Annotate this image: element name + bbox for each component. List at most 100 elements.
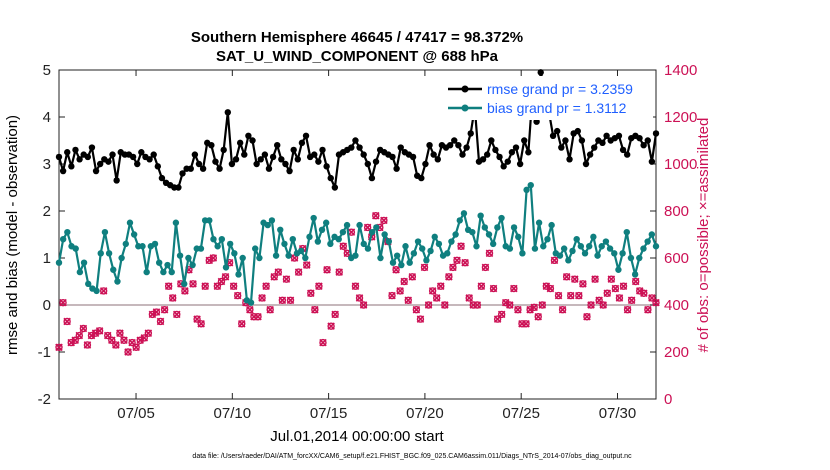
bias-point — [527, 181, 534, 189]
bias-point — [531, 245, 539, 252]
obs-possible-point — [522, 320, 530, 328]
bias-point — [627, 254, 635, 262]
rmse-point — [446, 142, 454, 149]
rmse-point — [195, 160, 203, 168]
rmse-point — [389, 153, 396, 161]
rmse-point — [64, 149, 71, 156]
obs-possible-point — [615, 294, 624, 302]
rmse-point — [315, 158, 322, 165]
bias-point — [560, 245, 568, 252]
obs-possible-point — [579, 280, 587, 288]
rmse-point — [368, 174, 376, 182]
bias-point — [197, 245, 205, 252]
rmse-point — [459, 151, 466, 158]
bias-point — [302, 254, 309, 262]
obs-possible-point — [303, 261, 311, 269]
rmse-point — [59, 167, 67, 175]
rmse-point — [615, 132, 623, 139]
rmse-point — [105, 158, 112, 165]
rmse-point — [521, 137, 528, 144]
obs-assimilated-point — [144, 329, 153, 337]
obs-possible-point — [315, 282, 323, 290]
obs-possible-point — [510, 284, 518, 293]
obs-assimilated-point — [526, 305, 534, 314]
obs-possible-point — [652, 298, 660, 307]
obs-assimilated-point — [473, 301, 482, 309]
rmse-point — [175, 184, 182, 191]
left-axis: -2 -1 0 1 2 3 4 5 — [38, 62, 65, 408]
rmse-point — [644, 137, 651, 144]
bias-point — [231, 250, 238, 257]
rmse-point — [298, 139, 306, 147]
data-file-note: data file: /Users/raeder/DAI/ATM_forcXX/… — [192, 453, 632, 460]
legend-rmse-marker — [461, 85, 469, 93]
obs-assimilated-point — [75, 331, 84, 340]
obs-assimilated-point — [237, 320, 246, 328]
obs-assimilated-point — [372, 211, 380, 220]
obs-assimilated-point — [262, 282, 270, 290]
bias-point — [122, 240, 129, 248]
obs-assimilated-point — [436, 282, 445, 290]
obs-possible-point — [319, 338, 327, 347]
obs-assimilated-point — [59, 298, 67, 307]
obs-assimilated-point — [209, 254, 218, 262]
obs-possible-point — [449, 263, 457, 272]
obs-assimilated-point — [351, 282, 360, 290]
obs-possible-point — [453, 256, 461, 265]
chart-title-line1: Southern Hemisphere 46645 / 47417 = 98.3… — [191, 29, 523, 46]
bias-point — [586, 243, 593, 250]
obs-possible-point — [473, 301, 482, 309]
obs-assimilated-point — [79, 324, 88, 333]
bias-point — [318, 226, 326, 233]
obs-assimilated-point — [124, 348, 132, 356]
obs-possible-point — [493, 315, 502, 323]
obs-assimilated-point — [197, 320, 205, 328]
obs-assimilated-point — [554, 291, 563, 300]
obs-possible-point — [120, 336, 128, 344]
obs-assimilated-point — [164, 282, 173, 290]
rmse-point — [179, 170, 186, 177]
obs-assimilated-point — [120, 336, 128, 345]
bias-point — [126, 219, 134, 226]
obs-assimilated-point — [449, 263, 457, 272]
bias-point — [327, 240, 334, 248]
bias-point — [343, 221, 351, 229]
bias-point — [398, 261, 405, 269]
obs-assimilated-point — [286, 296, 295, 305]
obs-possible-point — [246, 306, 254, 314]
x-tick-label: 07/15 — [310, 405, 348, 422]
bias-point — [114, 278, 121, 285]
rmse-point — [430, 151, 437, 158]
bias-point — [540, 243, 547, 250]
rmse-point — [88, 144, 96, 151]
rmse-point — [434, 156, 441, 163]
bias-point — [402, 243, 409, 250]
right-tick-label: 0 — [664, 391, 672, 408]
bias-point — [444, 250, 451, 257]
obs-assimilated-point — [148, 310, 157, 319]
bias-point — [648, 231, 656, 238]
obs-possible-point — [380, 216, 388, 225]
obs-assimilated-point — [294, 268, 303, 276]
obs-possible-point — [209, 254, 218, 262]
bias-point — [72, 245, 79, 252]
obs-possible-point — [197, 320, 205, 328]
rmse-point — [516, 160, 524, 168]
bias-point — [352, 252, 359, 259]
rmse-point — [488, 137, 495, 144]
bias-point — [381, 231, 388, 238]
bias-point — [285, 252, 292, 259]
bias-point — [155, 259, 163, 266]
rmse-point — [302, 132, 310, 139]
obs-possible-point — [489, 284, 498, 293]
obs-assimilated-point — [132, 343, 140, 352]
obs-possible-point — [562, 273, 571, 281]
rmse-point — [199, 165, 207, 172]
rmse-point — [257, 156, 264, 163]
obs-assimilated-point — [335, 268, 343, 276]
left-tick-label: 4 — [43, 109, 51, 126]
obs-assimilated-point — [400, 277, 408, 286]
obs-possible-point — [465, 294, 473, 302]
bias-point — [93, 287, 100, 295]
obs-possible-point — [238, 320, 246, 328]
